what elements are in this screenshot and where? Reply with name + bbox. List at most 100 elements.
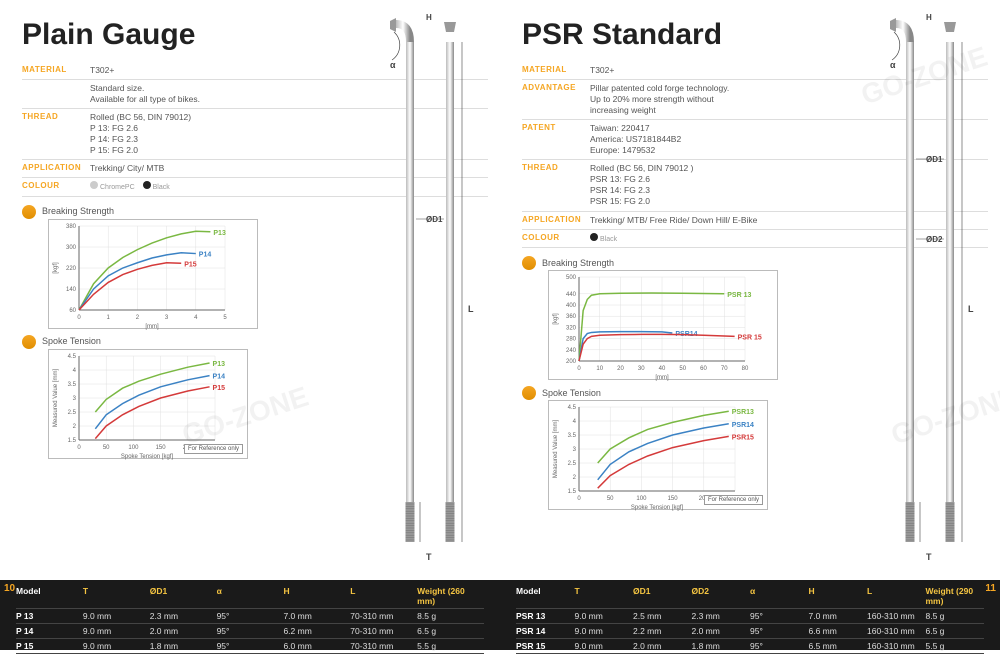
svg-text:H: H [926,13,932,22]
catalog-spread: Plain Gauge MATERIALT302+Standard size.A… [0,0,1000,580]
svg-text:[mm]: [mm] [655,375,669,381]
svg-text:H: H [426,13,432,22]
svg-text:50: 50 [679,366,686,372]
svg-text:50: 50 [607,496,614,502]
svg-text:T: T [926,552,932,562]
spec-label: THREAD [522,163,590,207]
spec-label: COLOUR [522,233,590,244]
spec-value: Trekking/ MTB/ Free Ride/ Down Hill/ E-B… [590,215,757,226]
spec-label [22,83,90,105]
svg-text:2: 2 [136,315,140,321]
svg-text:500: 500 [566,275,577,281]
left-chart2: 0501001502002501.522.533.544.5P13P14P15S… [48,349,248,459]
svg-text:1.5: 1.5 [68,438,77,444]
svg-text:4: 4 [194,315,198,321]
svg-text:150: 150 [668,496,679,502]
spec-value: Rolled (BC 56, DIN 79012)P 13: FG 2.6P 1… [90,112,191,156]
svg-text:5: 5 [223,315,227,321]
spec-value: Trekking/ City/ MTB [90,163,164,174]
svg-text:L: L [968,304,974,314]
reference-note: For Reference only [184,444,243,454]
svg-text:ØD2: ØD2 [926,235,943,244]
svg-text:150: 150 [156,445,167,451]
left-table: ModelTØD1αHLWeight (260 mm)P 139.0 mm2.3… [0,580,500,650]
svg-text:80: 80 [742,366,749,372]
svg-text:PSR 15: PSR 15 [738,334,762,341]
svg-text:360: 360 [566,314,577,320]
right-page-num: 11 [985,583,996,594]
right-chart1-title: Breaking Strength [542,258,614,268]
svg-text:40: 40 [659,366,666,372]
right-chart2-title: Spoke Tension [542,388,601,398]
svg-text:3.5: 3.5 [68,382,77,388]
spec-value: Pillar patented cold forge technology.Up… [590,83,729,116]
svg-text:T: T [426,552,432,562]
svg-text:P15: P15 [184,261,197,268]
svg-text:4.5: 4.5 [568,405,577,411]
table-header: ModelTØD1ØD2αHLWeight (290 mm) [516,584,984,609]
svg-text:P13: P13 [213,361,226,368]
svg-text:L: L [468,304,474,314]
svg-text:50: 50 [103,445,110,451]
svg-text:3: 3 [165,315,169,321]
spec-value: Standard size.Available for all type of … [90,83,200,105]
svg-text:3: 3 [73,396,77,402]
svg-text:280: 280 [566,337,577,343]
right-chart1: 0102030405060708020024028032036040044050… [548,270,778,380]
svg-text:PSR13: PSR13 [732,409,754,416]
spec-value: Black [590,233,617,244]
svg-text:[kgf]: [kgf] [53,262,59,274]
svg-text:320: 320 [566,325,577,331]
svg-text:70: 70 [721,366,728,372]
svg-text:4: 4 [573,419,577,425]
svg-text:PSR15: PSR15 [732,434,754,441]
svg-text:α: α [890,60,896,70]
tension-icon [522,386,536,400]
svg-text:400: 400 [566,303,577,309]
spec-value: T302+ [590,65,614,76]
svg-text:380: 380 [66,224,77,230]
svg-text:0: 0 [77,315,81,321]
table-row: PSR 159.0 mm2.0 mm1.8 mm95°6.5 mm160-310… [516,639,984,654]
table-header: ModelTØD1αHLWeight (260 mm) [16,584,484,609]
spec-value: Rolled (BC 56, DIN 79012 )PSR 13: FG 2.6… [590,163,693,207]
spec-tables: ModelTØD1αHLWeight (260 mm)P 139.0 mm2.3… [0,580,1000,650]
spec-label: PATENT [522,123,590,156]
svg-text:α: α [390,60,396,70]
spec-label: APPLICATION [22,163,90,174]
right-chart2: 0501001502002501.522.533.544.5PSR13PSR14… [548,400,768,510]
svg-text:60: 60 [700,366,707,372]
spec-label: THREAD [22,112,90,156]
spec-label: ADVANTAGE [522,83,590,116]
reference-note: For Reference only [704,495,763,505]
svg-text:4: 4 [73,368,77,374]
svg-text:ØD1: ØD1 [926,155,943,164]
svg-text:2.5: 2.5 [68,410,77,416]
table-row: P 159.0 mm1.8 mm95°6.0 mm70-310 mm5.5 g [16,639,484,654]
table-row: P 149.0 mm2.0 mm95°6.2 mm70-310 mm6.5 g [16,624,484,639]
left-page: Plain Gauge MATERIALT302+Standard size.A… [0,0,500,580]
spec-label: MATERIAL [22,65,90,76]
left-page-num: 10 [4,583,15,594]
svg-text:440: 440 [566,292,577,298]
right-spoke-illustration: Hα ØD1 ØD2 L T [890,12,990,572]
svg-text:PSR 13: PSR 13 [727,292,751,299]
spec-label: MATERIAL [522,65,590,76]
strength-icon [22,205,36,219]
spec-label: APPLICATION [522,215,590,226]
spec-value: ChromePCBlack [90,181,170,192]
svg-text:60: 60 [69,308,76,314]
svg-text:300: 300 [66,245,77,251]
svg-text:140: 140 [66,287,77,293]
right-table: ModelTØD1ØD2αHLWeight (290 mm)PSR 139.0 … [500,580,1000,650]
table-row: P 139.0 mm2.3 mm95°7.0 mm70-310 mm8.5 g [16,609,484,624]
svg-text:Spoke Tension [kgf]: Spoke Tension [kgf] [121,454,174,460]
svg-text:30: 30 [638,366,645,372]
svg-text:ØD1: ØD1 [426,215,443,224]
svg-text:P14: P14 [199,251,212,258]
svg-text:P14: P14 [213,373,226,380]
svg-text:P13: P13 [213,230,226,237]
svg-text:240: 240 [566,348,577,354]
strength-icon [522,256,536,270]
svg-text:[mm]: [mm] [145,324,159,330]
